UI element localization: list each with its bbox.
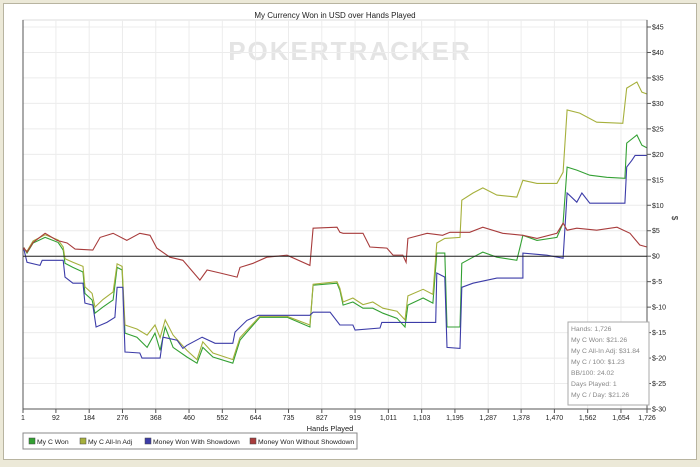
series-line-3 (22, 222, 648, 281)
x-tick-label: 1,562 (579, 415, 597, 422)
x-tick-label: 1,103 (413, 415, 431, 422)
x-tick-label: 276 (117, 415, 129, 422)
y-tick-label: $-25 (652, 381, 666, 388)
series-line-1 (22, 81, 648, 361)
stats-box-bg (567, 321, 650, 406)
series-line-0 (22, 134, 648, 365)
watermark: POKERTRACKER (228, 36, 472, 66)
y-tick-label: $-15 (652, 330, 666, 337)
legend-swatch (28, 437, 36, 445)
x-tick-label: 644 (250, 415, 262, 422)
series-line-2 (23, 154, 647, 359)
y-tick-label: $-20 (652, 356, 666, 363)
x-tick-label: 1,470 (546, 415, 564, 422)
series-group (22, 81, 648, 365)
y-tick-label: $40 (652, 50, 664, 57)
legend-label: My C Won (37, 439, 69, 446)
stats-line: My C / 100: $1.23 (571, 359, 625, 366)
x-tick-label: 552 (216, 415, 228, 422)
y-tick-label: $25 (652, 126, 664, 133)
legend: My C Won My C All-In Adj Money Won With Sh… (22, 432, 358, 450)
stats-box: Hands: 1,726 My C Won: $21.26 My C All-In … (567, 321, 650, 406)
y-tick-label: $30 (652, 101, 664, 108)
x-tick-label: 1 (21, 415, 25, 422)
x-tick-label: 735 (283, 415, 295, 422)
y-tick-label: $45 (652, 25, 664, 32)
legend-label: Money Won Without Showdown (258, 439, 354, 446)
y-axis-label: $ (670, 216, 679, 221)
legend-swatch (249, 437, 257, 445)
legend-label: Money Won With Showdown (153, 439, 240, 446)
y-tick-label: $-10 (652, 305, 666, 312)
legend-swatch (144, 437, 152, 445)
y-tick-label: $35 (652, 75, 664, 82)
y-tick-label: $20 (652, 152, 664, 159)
legend-label: My C All-In Adj (88, 439, 133, 446)
grid (22, 19, 648, 410)
y-tick-label: $-5 (652, 279, 662, 286)
stats-line: My C Won: $21.26 (571, 337, 627, 344)
y-tick-label: $15 (652, 177, 664, 184)
x-tick-label: 827 (316, 415, 328, 422)
stats-line: Days Played: 1 (571, 381, 617, 388)
stats-line: BB/100: 24.02 (571, 370, 614, 377)
x-tick-label: 368 (150, 415, 162, 422)
x-tick-label: 1,654 (612, 415, 630, 422)
legend-swatch (79, 437, 87, 445)
x-tick-label: 92 (52, 415, 60, 422)
x-tick-label: 184 (83, 415, 95, 422)
x-tick-label: 1,011 (380, 415, 397, 422)
x-tick-label: 460 (183, 415, 195, 422)
x-tick-label: 1,726 (638, 415, 656, 422)
stats-line: My C / Day: $21.26 (571, 392, 629, 399)
legend-box (22, 432, 358, 450)
y-tick-label: $-30 (652, 407, 666, 414)
x-tick-label: 919 (349, 415, 361, 422)
x-tick-label: 1,195 (446, 415, 464, 422)
y-tick-label: $5 (652, 228, 660, 235)
stats-line: Hands: 1,726 (571, 326, 612, 333)
chart-title: My Currency Won in USD over Hands Played (254, 11, 415, 20)
stats-line: My C All-In Adj: $31.84 (571, 348, 640, 355)
x-tick-label: 1,287 (479, 415, 497, 422)
x-tick-label: 1,378 (512, 415, 530, 422)
x-axis-label: Hands Played (307, 424, 354, 433)
y-tick-label: $10 (652, 203, 664, 210)
y-tick-label: $0 (652, 254, 660, 261)
